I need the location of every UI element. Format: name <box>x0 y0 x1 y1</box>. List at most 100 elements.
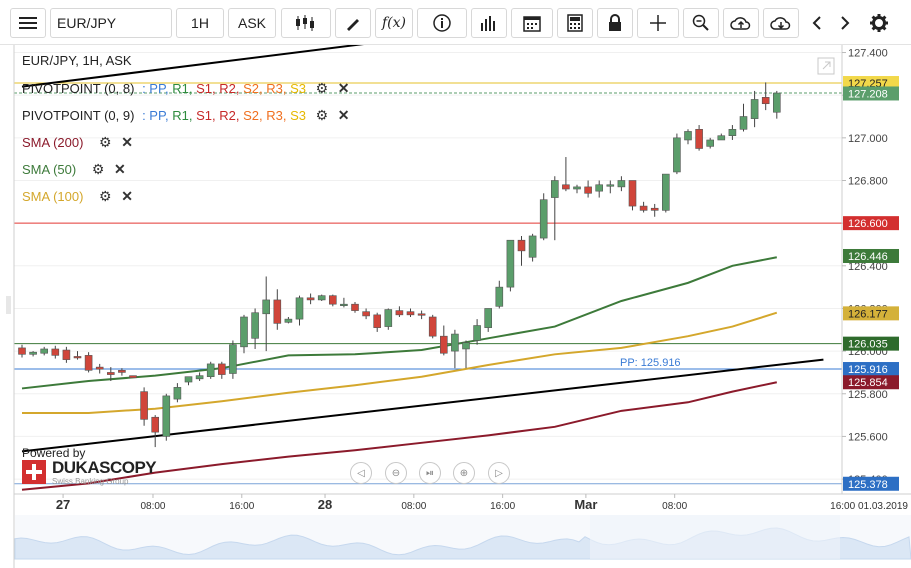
sma200-line <box>21 381 778 491</box>
gear-icon[interactable]: ⚙ <box>315 107 329 123</box>
candle <box>517 235 526 266</box>
price-label-box <box>843 216 899 231</box>
reset-view-button[interactable]: ⏯ <box>419 462 441 484</box>
candle-body <box>273 299 282 324</box>
price-label: 126.446 <box>848 251 888 263</box>
candle-body <box>761 97 770 105</box>
candle <box>673 133 681 175</box>
candle-body <box>417 313 426 316</box>
volume-button[interactable] <box>471 8 507 38</box>
navigator-window[interactable] <box>590 515 840 559</box>
timeframe-selector[interactable]: 1H <box>176 8 224 38</box>
close-icon[interactable]: ✕ <box>121 134 133 150</box>
candle <box>528 233 537 262</box>
candle <box>772 90 781 119</box>
chart-type-button[interactable] <box>281 8 331 38</box>
candle <box>295 295 304 326</box>
candle <box>40 346 49 356</box>
upload-button[interactable] <box>723 8 759 38</box>
lock-button[interactable] <box>597 8 633 38</box>
x-tick-label: 16:00 <box>229 501 254 512</box>
close-icon[interactable]: ✕ <box>114 161 126 177</box>
indicators-button[interactable]: f(x) <box>375 8 413 38</box>
pivot-indicator-1[interactable]: PIVOTPOINT (0, 8) : PP, R1, S1, R2, S2, … <box>22 80 350 97</box>
chart-title: EUR/JPY, 1H, ASK <box>22 53 132 68</box>
candle-body <box>495 286 504 307</box>
zoom-button[interactable] <box>683 8 719 38</box>
pivot-2-name: PIVOTPOINT (0, 9) <box>22 108 135 123</box>
left-resize-handle[interactable] <box>6 296 11 314</box>
pivot-indicator-2[interactable]: PIVOTPOINT (0, 9) : PP, R1, S1, R2, S2, … <box>22 107 350 124</box>
candle-body <box>195 375 204 380</box>
pan-left-button[interactable]: ◁ <box>350 462 372 484</box>
zoom-out-button[interactable]: ⊖ <box>385 462 407 484</box>
candle-body <box>317 295 326 301</box>
side-selector[interactable]: ASK <box>228 8 276 38</box>
download-button[interactable] <box>763 8 799 38</box>
candle-body <box>451 333 459 352</box>
sma-200-indicator[interactable]: SMA (200) ⚙ ✕ <box>22 134 133 151</box>
y-tick-label: 125.600 <box>848 431 888 443</box>
popout-icon[interactable] <box>817 57 835 75</box>
y-tick-label: 126.800 <box>848 175 888 187</box>
sma-100-label: SMA (100) <box>22 189 84 204</box>
candle-body <box>62 349 71 360</box>
cloud-upload-icon <box>730 17 751 30</box>
close-icon[interactable]: ✕ <box>337 107 350 123</box>
candle-body <box>284 318 293 323</box>
settings-button[interactable] <box>864 8 894 38</box>
sma-50-indicator[interactable]: SMA (50) ⚙ ✕ <box>22 161 126 178</box>
info-button[interactable] <box>417 8 467 38</box>
price-label-box <box>843 375 899 390</box>
scroll-right-button[interactable] <box>831 8 859 38</box>
pivot-2-s1: S1, <box>196 108 216 123</box>
crosshair-button[interactable] <box>637 8 679 38</box>
calendar-button[interactable] <box>511 8 553 38</box>
navigator-strip[interactable] <box>14 515 911 560</box>
cloud-download-icon <box>770 17 791 30</box>
candle <box>273 289 282 330</box>
draw-button[interactable] <box>335 8 371 38</box>
candle <box>595 180 604 198</box>
dukascopy-subtitle: Swiss Banking Group <box>52 477 129 486</box>
candle-body <box>772 92 781 113</box>
horizontal-lines: PP: 125.916 <box>14 82 842 485</box>
sma-100-indicator[interactable]: SMA (100) ⚙ ✕ <box>22 188 133 205</box>
candle <box>195 372 204 381</box>
candle <box>539 193 548 241</box>
candle <box>495 280 504 309</box>
gear-icon[interactable]: ⚙ <box>91 161 105 177</box>
candle <box>661 173 670 213</box>
menu-button[interactable] <box>10 8 46 38</box>
candle-body <box>373 314 382 328</box>
close-icon[interactable]: ✕ <box>337 80 350 96</box>
calculator-button[interactable] <box>557 8 593 38</box>
pivot-1-s1: S1, <box>196 81 216 96</box>
menu-icon <box>19 17 37 29</box>
candle-body <box>84 355 93 371</box>
candle <box>240 314 248 354</box>
sma-200-label: SMA (200) <box>22 135 84 150</box>
x-tick-label: 08:00 <box>662 501 687 512</box>
gear-icon[interactable]: ⚙ <box>99 188 112 204</box>
candle-body <box>595 184 604 192</box>
candle-body <box>573 186 581 190</box>
x-end-label: 16:00 01.03.2019 <box>830 501 908 512</box>
pan-right-button[interactable]: ▷ <box>488 462 510 484</box>
close-icon[interactable]: ✕ <box>121 188 133 204</box>
pivot-2-r1: R1, <box>172 108 193 123</box>
symbol-selector[interactable]: EUR/JPY <box>50 8 172 38</box>
bar-chart-icon <box>481 16 495 31</box>
candle-body <box>606 184 615 187</box>
gear-icon[interactable]: ⚙ <box>99 134 112 150</box>
candles <box>18 82 781 448</box>
scroll-left-button[interactable] <box>803 8 831 38</box>
candle-body <box>562 184 570 190</box>
candle <box>484 308 493 332</box>
gear-icon[interactable]: ⚙ <box>315 80 329 96</box>
candle <box>373 312 382 332</box>
gear-icon <box>870 14 888 32</box>
zoom-in-button[interactable]: ⊕ <box>453 462 475 484</box>
calendar-icon <box>523 16 541 32</box>
